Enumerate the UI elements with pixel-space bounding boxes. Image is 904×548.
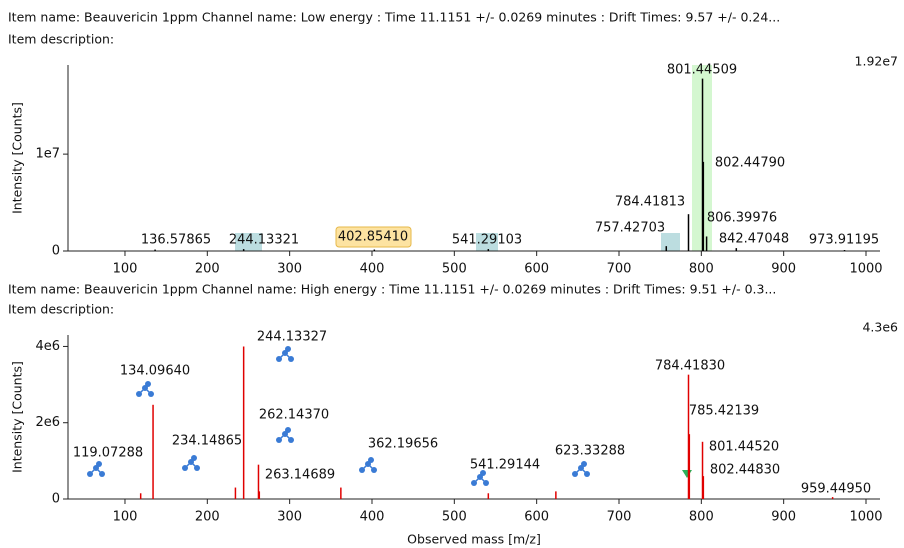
icon-atom <box>359 467 365 473</box>
peak-label: 541.29103 <box>452 233 522 248</box>
x-tick-label: 500 <box>442 262 467 277</box>
highlight-box <box>235 233 262 251</box>
icon-atom <box>581 461 587 467</box>
icon-atom <box>572 471 578 477</box>
fragment-icon <box>471 470 489 486</box>
x-tick-label: 200 <box>195 262 220 277</box>
x-tick-label: 300 <box>277 262 302 277</box>
icon-atom <box>99 471 105 477</box>
item-description: Item description: <box>8 302 114 317</box>
x-tick-label: 800 <box>689 262 714 277</box>
peak-label: 402.85410 <box>338 230 408 245</box>
x-axis-label: Observed mass [m/z] <box>407 532 541 547</box>
peak-label: 362.19656 <box>368 437 438 452</box>
icon-atom <box>368 457 374 463</box>
peak-label: 136.57865 <box>141 233 211 248</box>
peak-label: 541.29144 <box>470 458 540 473</box>
x-tick-label: 100 <box>113 262 138 277</box>
peak-label: 801.44509 <box>667 63 737 78</box>
fragment-icon <box>182 455 200 471</box>
x-tick-label: 100 <box>113 510 138 525</box>
max-intensity: 1.92e7 <box>855 54 898 69</box>
y-tick-label: 4e6 <box>35 339 60 354</box>
x-tick-label: 900 <box>771 510 796 525</box>
x-tick-label: 500 <box>442 510 467 525</box>
icon-atom <box>371 467 377 473</box>
x-tick-label: 900 <box>771 262 796 277</box>
peak-label: 784.41830 <box>655 359 725 374</box>
y-axis-label: Intensity [Counts] <box>10 361 25 473</box>
icon-atom <box>148 391 154 397</box>
peak-label: 785.42139 <box>689 404 759 419</box>
peak-label: 262.14370 <box>259 408 329 423</box>
x-tick-label: 1000 <box>849 510 882 525</box>
peak-label: 806.39976 <box>707 211 777 226</box>
icon-atom <box>87 471 93 477</box>
fragment-icon <box>87 461 105 477</box>
fragment-icon <box>136 381 154 397</box>
y-tick-label: 0 <box>52 244 60 259</box>
label-highlight <box>335 226 412 248</box>
icon-atom <box>480 470 486 476</box>
item-description: Item description: <box>8 32 114 47</box>
x-tick-label: 700 <box>607 262 632 277</box>
x-tick-label: 800 <box>689 510 714 525</box>
peak-label: 119.07288 <box>73 446 143 461</box>
peak-label: 801.44520 <box>709 440 779 455</box>
icon-atom <box>584 471 590 477</box>
x-tick-label: 200 <box>195 510 220 525</box>
highlight-box <box>476 233 498 251</box>
x-tick-label: 600 <box>524 510 549 525</box>
x-tick-label: 400 <box>360 262 385 277</box>
y-tick-label: 0 <box>52 492 60 507</box>
fragment-icon <box>572 461 590 477</box>
icon-atom <box>182 465 188 471</box>
icon-atom <box>96 461 102 467</box>
highlight-box <box>661 233 680 251</box>
max-intensity: 4.3e6 <box>862 320 898 335</box>
x-tick-label: 300 <box>277 510 302 525</box>
fragment-icon <box>276 427 294 443</box>
x-tick-label: 400 <box>360 510 385 525</box>
y-axis-label: Intensity [Counts] <box>10 102 25 214</box>
icon-atom <box>191 455 197 461</box>
item-name: Item name: Beauvericin 1ppm Channel name… <box>8 282 776 297</box>
y-tick-label: 2e6 <box>35 415 60 430</box>
peak-label: 802.44830 <box>710 463 780 478</box>
icon-atom <box>276 437 282 443</box>
peak-label: 263.14689 <box>265 468 335 483</box>
peak-label: 842.47048 <box>719 232 789 247</box>
icon-atom <box>483 480 489 486</box>
icon-atom <box>288 356 294 362</box>
peak-label: 959.44950 <box>801 482 871 497</box>
icon-atom <box>471 480 477 486</box>
item-name: Item name: Beauvericin 1ppm Channel name… <box>8 10 780 25</box>
peak-label: 234.14865 <box>172 434 242 449</box>
icon-atom <box>276 356 282 362</box>
peak-label: 973.91195 <box>809 233 879 248</box>
peak-label: 802.44790 <box>715 156 785 171</box>
peak-label: 784.41813 <box>615 195 685 210</box>
icon-atom <box>288 437 294 443</box>
x-tick-label: 1000 <box>849 262 882 277</box>
x-tick-label: 600 <box>524 262 549 277</box>
peak-label: 623.33288 <box>555 444 625 459</box>
marker <box>682 470 692 478</box>
icon-atom <box>285 427 291 433</box>
fragment-icon <box>359 457 377 473</box>
peak-label: 757.42703 <box>595 221 665 236</box>
x-tick-label: 700 <box>607 510 632 525</box>
peak-label: 244.13327 <box>257 330 327 345</box>
peak-label: 134.09640 <box>120 364 190 379</box>
icon-atom <box>285 346 291 352</box>
icon-atom <box>145 381 151 387</box>
peak-label: 244.13321 <box>229 233 299 248</box>
y-tick-label: 1e7 <box>35 147 60 162</box>
icon-atom <box>194 465 200 471</box>
fragment-icon <box>276 346 294 362</box>
icon-atom <box>136 391 142 397</box>
